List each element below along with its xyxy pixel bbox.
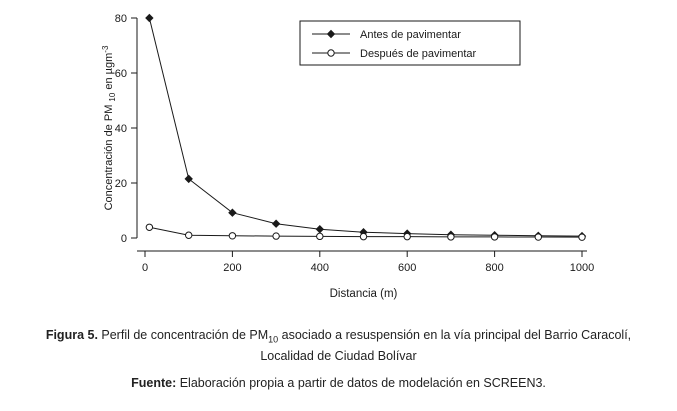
marker-circle-open <box>145 223 154 231</box>
chart-area: 0 20 40 60 80 0 200 400 600 800 1000 Distancia (m) C… <box>101 13 594 300</box>
marker-diamond-filled <box>184 174 193 184</box>
figure-source: Fuente: Elaboración propia a partir de d… <box>30 376 647 390</box>
marker-diamond-filled <box>271 219 281 228</box>
x-tick-label: 600 <box>398 262 416 274</box>
figure-source-label: Fuente: <box>131 375 177 390</box>
y-tick-label: 40 <box>115 123 127 135</box>
marker-diamond-filled <box>315 225 324 234</box>
marker-circle-open <box>578 233 586 241</box>
figure-source-text: Elaboración propia a partir de datos de … <box>176 375 546 390</box>
marker-circle-open <box>447 233 455 241</box>
marker-diamond-filled <box>228 208 237 217</box>
marker-circle-open <box>403 232 411 241</box>
x-tick-label: 800 <box>485 262 503 274</box>
figure-caption-text-pre: Perfil de concentración de PM <box>97 328 269 342</box>
x-axis-title: Distancia (m) <box>330 288 398 300</box>
marker-circle-open <box>185 231 193 239</box>
x-tick-label: 400 <box>311 262 329 274</box>
legend-label: Después de pavimentar <box>360 48 477 60</box>
y-tick-label: 0 <box>121 233 127 245</box>
marker-diamond-filled <box>145 13 154 23</box>
marker-circle-open <box>327 49 335 57</box>
x-tick-label: 0 <box>142 262 148 274</box>
x-tick-label: 200 <box>223 262 241 274</box>
y-tick-label: 80 <box>115 13 127 25</box>
marker-circle-open <box>272 232 280 240</box>
y-axis-title: Concentración de PM 10 en µgm-3 <box>101 45 117 210</box>
marker-circle-open <box>316 232 324 241</box>
marker-circle-open <box>228 232 237 240</box>
legend-box <box>299 20 521 66</box>
legend-label: Antes de pavimentar <box>360 29 461 41</box>
figure-caption-text-post: asociado a resuspensión en la vía princi… <box>260 328 632 363</box>
y-tick-label: 20 <box>115 178 127 190</box>
figure-caption-label: Figura 5. <box>45 328 98 342</box>
figure-caption: Figura 5. Perfil de concentración de PM1… <box>22 326 655 366</box>
marker-diamond-filled <box>326 29 336 39</box>
marker-circle-open <box>359 232 368 241</box>
y-tick-label: 60 <box>115 68 127 80</box>
figure-caption-subscript: 10 <box>268 334 279 345</box>
marker-circle-open <box>490 233 499 241</box>
marker-circle-open <box>534 233 542 241</box>
x-tick-label: 1000 <box>570 262 594 274</box>
